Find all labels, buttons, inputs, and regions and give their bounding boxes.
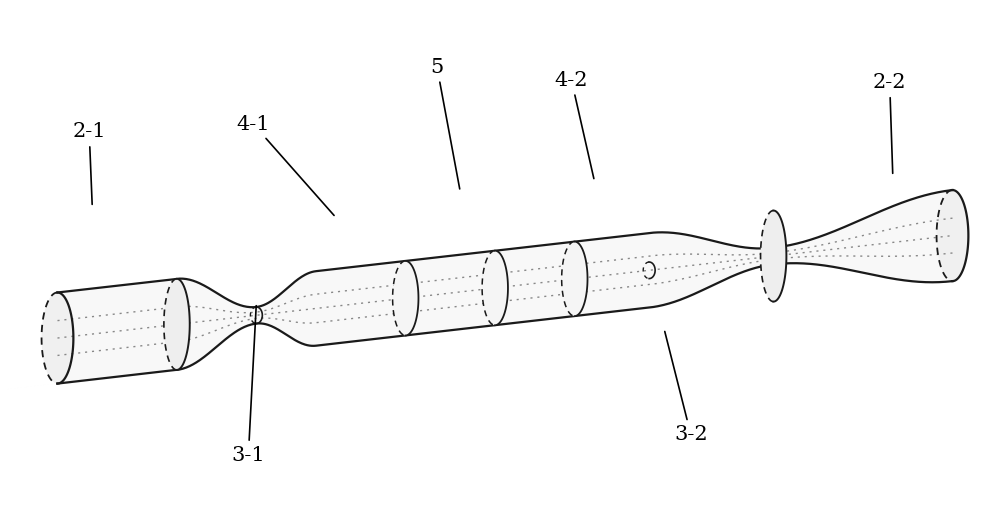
Ellipse shape xyxy=(562,242,588,316)
Ellipse shape xyxy=(937,190,968,281)
Text: 5: 5 xyxy=(430,58,460,189)
Text: 4-1: 4-1 xyxy=(236,115,334,215)
Ellipse shape xyxy=(393,261,418,335)
Ellipse shape xyxy=(164,279,190,370)
Ellipse shape xyxy=(42,292,73,383)
Text: 2-1: 2-1 xyxy=(72,122,106,204)
Text: 4-2: 4-2 xyxy=(555,71,594,178)
Text: 3-1: 3-1 xyxy=(232,305,265,465)
Ellipse shape xyxy=(482,251,508,325)
Ellipse shape xyxy=(761,211,786,302)
Text: 3-2: 3-2 xyxy=(665,332,708,444)
Text: 2-2: 2-2 xyxy=(873,73,906,173)
